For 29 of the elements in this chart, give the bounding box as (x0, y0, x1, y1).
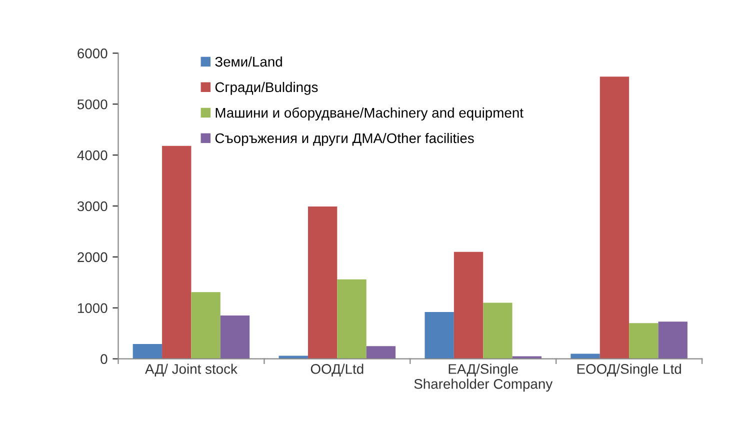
x-tick-label: ЕООД/Single Ltd (577, 364, 681, 377)
bar (337, 279, 366, 359)
y-tick-label: 2000 (78, 252, 108, 262)
legend-label: Съоръжения и други ДМА/Other facilities (215, 132, 474, 146)
y-tick-label: 4000 (77, 150, 108, 160)
bar (454, 252, 484, 359)
x-tick-label: ООД/Ltd (310, 364, 364, 377)
bar (366, 346, 396, 359)
legend-label: Сгради/Buldings (215, 82, 318, 95)
bar (132, 344, 162, 359)
legend-label: Земи/Land (215, 56, 282, 67)
y-tick-label: 6000 (78, 48, 108, 58)
bar (600, 76, 630, 359)
bar (191, 292, 220, 359)
legend-label: Машини и оборудване/Machinery and equipment (216, 107, 524, 120)
bar (629, 323, 658, 359)
y-tick-label: 3000 (77, 201, 108, 212)
y-tick-label: 5000 (77, 99, 108, 110)
bar (570, 354, 600, 359)
y-tick-label: 1000 (78, 303, 108, 314)
y-tick-label: 0 (100, 354, 108, 364)
bar (483, 302, 512, 359)
x-tick-label: АД/ Joint stock (145, 364, 238, 377)
bar (162, 146, 192, 359)
bar (220, 316, 250, 359)
x-tick-label: ЕАД/Single Shareholder Company (414, 364, 553, 392)
bar (308, 206, 338, 359)
bar (658, 322, 688, 359)
bar (424, 312, 454, 359)
